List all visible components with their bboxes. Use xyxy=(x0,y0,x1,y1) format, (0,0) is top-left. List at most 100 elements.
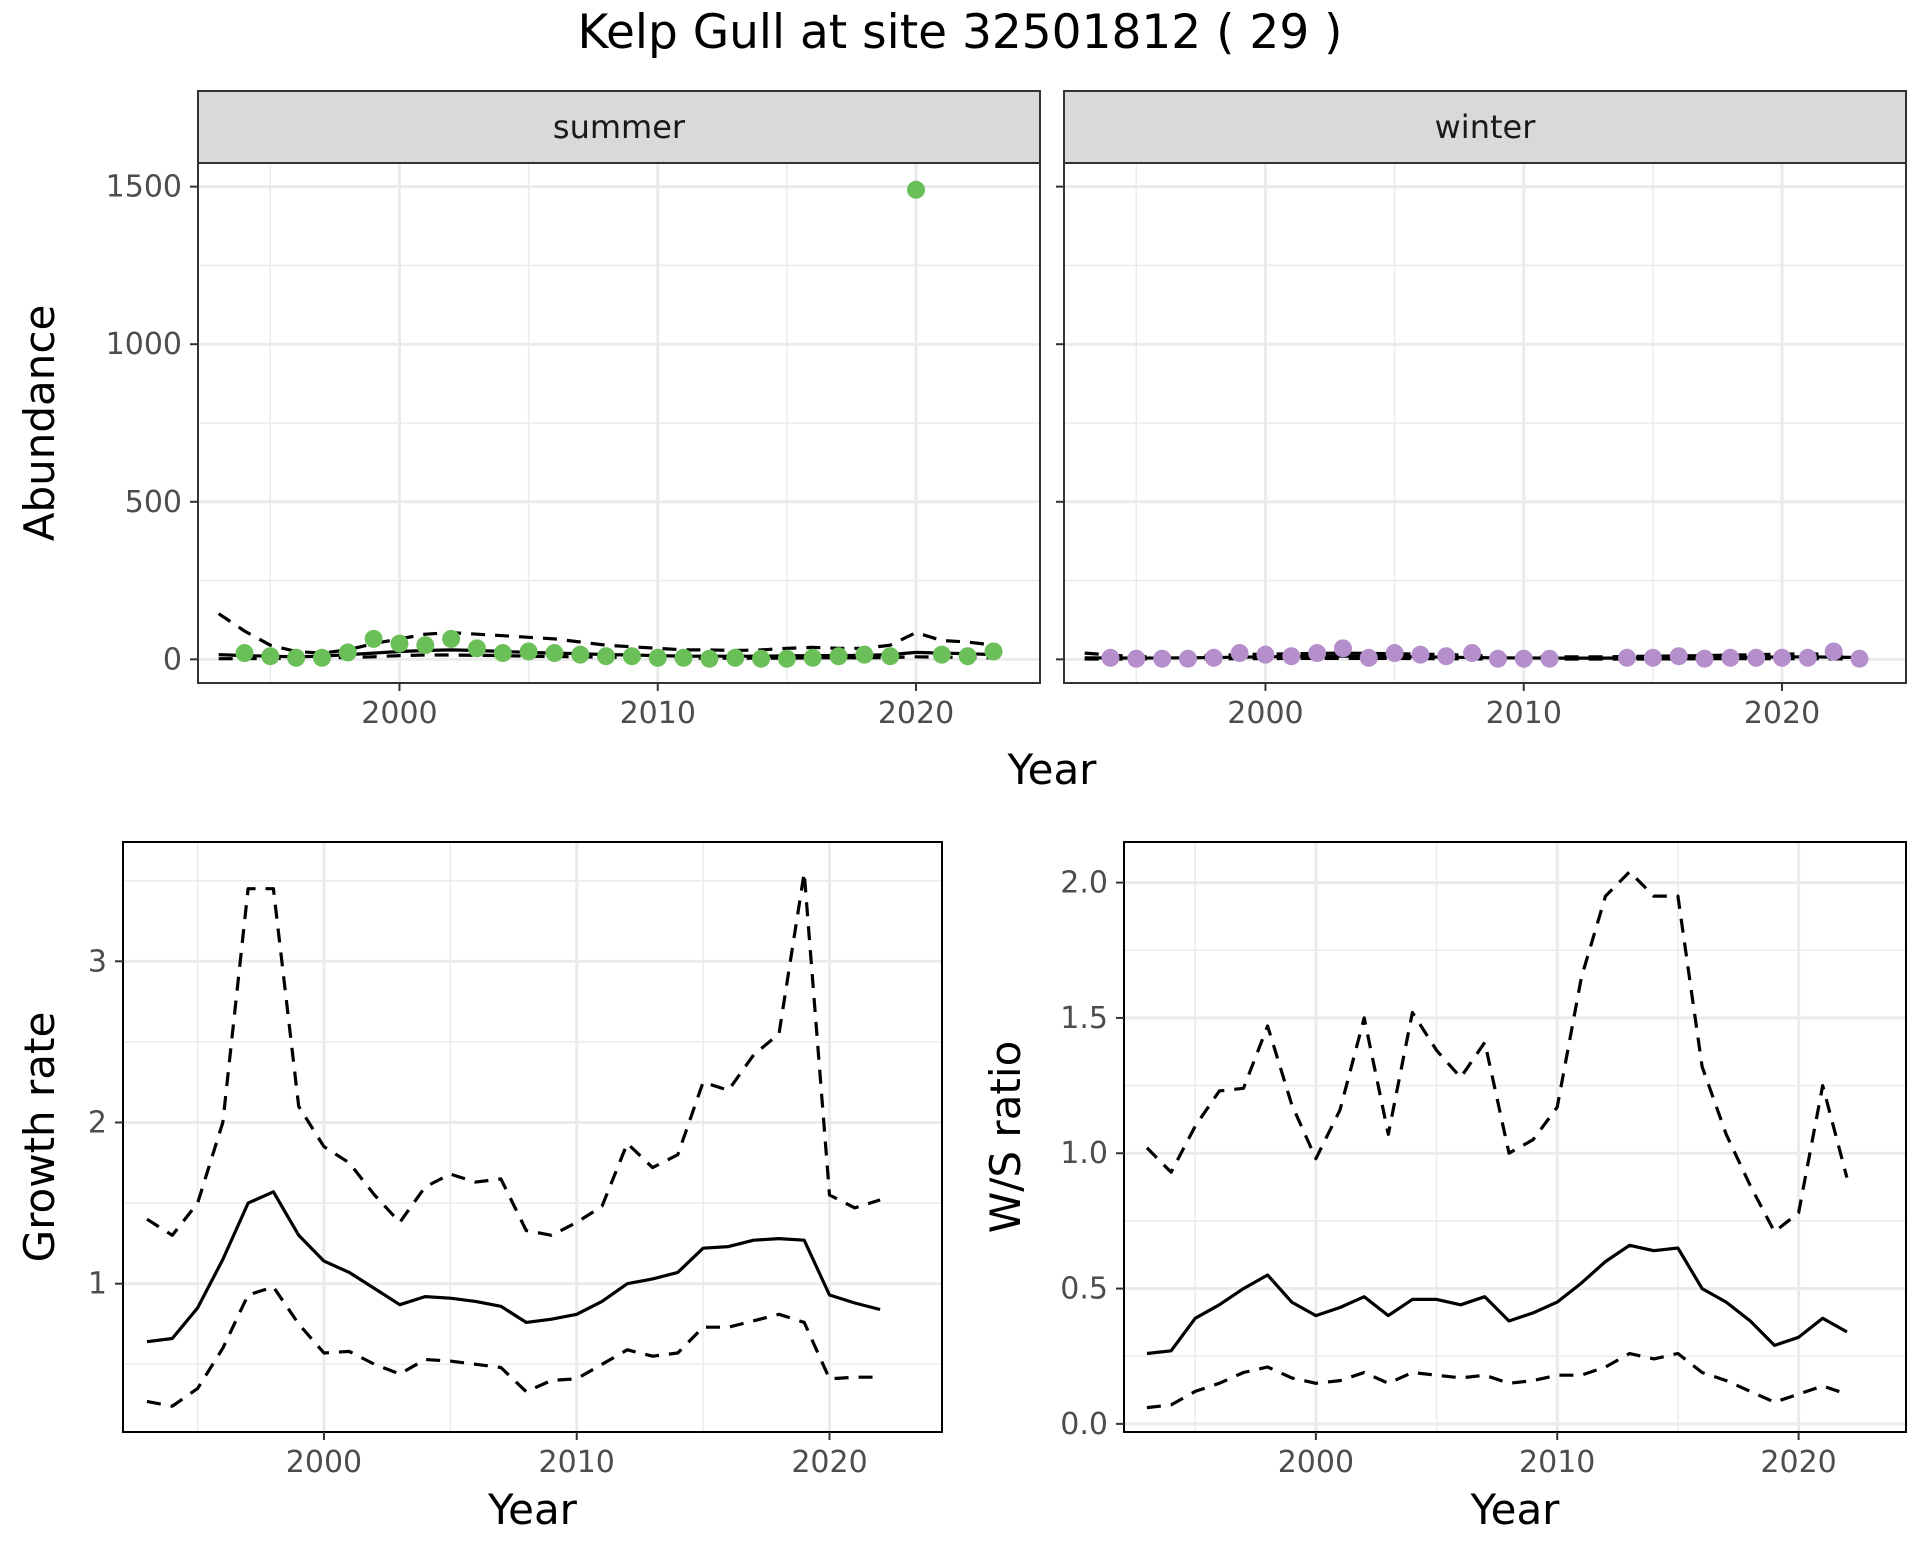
x-tick-label: 2020 xyxy=(1760,1445,1836,1480)
x-tick-label: 2010 xyxy=(539,1445,615,1480)
series-line-solid-1 xyxy=(1146,1243,1848,1356)
data-point xyxy=(493,644,512,663)
data-point xyxy=(338,643,357,662)
data-point xyxy=(700,649,719,668)
x-tick-label: 2000 xyxy=(1278,1445,1354,1480)
data-point xyxy=(752,649,771,668)
data-point xyxy=(984,642,1003,661)
y-tick-label: 1.5 xyxy=(1060,1001,1108,1036)
x-tick-label: 2020 xyxy=(1744,696,1820,731)
series-line-dashed-0 xyxy=(146,871,881,1237)
data-point xyxy=(1308,644,1327,663)
data-point xyxy=(1178,649,1197,668)
y-tick-label: 1000 xyxy=(106,327,182,362)
data-point xyxy=(1204,648,1223,667)
x-axis-title: Year xyxy=(487,1485,578,1534)
x-tick-label: 2010 xyxy=(1519,1445,1595,1480)
data-point xyxy=(1669,647,1688,666)
data-point xyxy=(1747,648,1766,667)
panel-border xyxy=(1063,162,1907,684)
series-line-dashed-0 xyxy=(217,612,994,655)
y-tick-label: 1500 xyxy=(106,170,182,205)
series-line-dashed-2 xyxy=(1146,1351,1848,1410)
data-point xyxy=(1721,648,1740,667)
data-point xyxy=(829,647,848,666)
x-tick-label: 2020 xyxy=(791,1445,867,1480)
y-tick-label: 3 xyxy=(88,944,107,979)
data-point xyxy=(235,644,254,663)
y-tick-label: 1 xyxy=(88,1267,107,1302)
data-point xyxy=(597,647,616,666)
data-point xyxy=(1411,645,1430,664)
data-point xyxy=(1437,647,1456,666)
x-tick-label: 2000 xyxy=(1227,696,1303,731)
panels: summer 2000 2010 2020 0 500 1000 1500 Abundance w… xyxy=(15,90,1907,1534)
data-point xyxy=(622,647,641,666)
data-point xyxy=(726,648,745,667)
data-point xyxy=(1514,649,1533,668)
y-axis-title: Abundance xyxy=(15,305,64,542)
data-point xyxy=(467,639,486,658)
data-point xyxy=(1282,647,1301,666)
data-point xyxy=(1359,648,1378,667)
data-point xyxy=(364,629,383,648)
data-point xyxy=(1333,639,1352,658)
data-point xyxy=(312,648,331,667)
panel-ratio: 2000 2010 2020 0.0 0.5 1.0 1.5 2.0 Year W/S ratio xyxy=(981,841,1907,1534)
figure-title: Kelp Gull at site 32501812 ( 29 ) xyxy=(577,5,1342,60)
data-point xyxy=(416,636,435,655)
data-point xyxy=(261,647,280,666)
strip-label-summer: summer xyxy=(553,108,686,146)
x-tick-label: 2000 xyxy=(286,1445,362,1480)
x-tick-label: 2000 xyxy=(361,696,437,731)
data-point xyxy=(803,648,822,667)
panel-winter: winter 2000 2010 2020 xyxy=(1056,90,1907,731)
data-point xyxy=(1101,648,1120,667)
data-point xyxy=(1824,642,1843,661)
data-point xyxy=(442,629,461,648)
data-point xyxy=(1230,644,1249,663)
x-axis-title: Year xyxy=(1470,1485,1561,1534)
data-point xyxy=(1256,645,1275,664)
data-point xyxy=(881,647,900,666)
y-tick-label: 0.5 xyxy=(1060,1272,1108,1307)
y-tick-label: 2.0 xyxy=(1060,866,1108,901)
data-point xyxy=(1127,649,1146,668)
data-point xyxy=(1463,644,1482,663)
panel-border xyxy=(1123,841,1907,1433)
series-line-dashed-2 xyxy=(146,1285,881,1408)
y-axis-title: Growth rate xyxy=(15,1012,64,1263)
data-point xyxy=(1385,644,1404,663)
panel-border xyxy=(197,162,1041,684)
data-point xyxy=(932,645,951,664)
strip-summer xyxy=(197,90,1041,164)
data-point xyxy=(958,647,977,666)
data-point xyxy=(1695,649,1714,668)
data-point xyxy=(907,180,926,199)
data-point xyxy=(1798,648,1817,667)
y-tick-label: 1.0 xyxy=(1060,1136,1108,1171)
data-point xyxy=(1643,648,1662,667)
data-point xyxy=(648,648,667,667)
y-tick-label: 500 xyxy=(125,485,182,520)
data-point xyxy=(1850,649,1869,668)
x-tick-label: 2020 xyxy=(878,696,954,731)
data-point xyxy=(519,642,538,661)
data-point xyxy=(777,649,796,668)
panel-border xyxy=(122,841,943,1433)
data-point xyxy=(1153,649,1172,668)
strip-label-winter: winter xyxy=(1435,108,1537,146)
data-point xyxy=(1488,649,1507,668)
series-line-solid-1 xyxy=(146,1190,881,1344)
data-point xyxy=(1773,648,1792,667)
y-tick-label: 2 xyxy=(88,1105,107,1140)
panel-growth: 2000 2010 2020 1 2 3 Year Growth rate xyxy=(15,841,943,1534)
data-point xyxy=(1540,649,1559,668)
data-point xyxy=(1618,648,1637,667)
x-tick-label: 2010 xyxy=(1486,696,1562,731)
data-point xyxy=(571,645,590,664)
y-tick-label: 0 xyxy=(163,642,182,677)
strip-winter xyxy=(1063,90,1907,164)
data-point xyxy=(855,645,874,664)
